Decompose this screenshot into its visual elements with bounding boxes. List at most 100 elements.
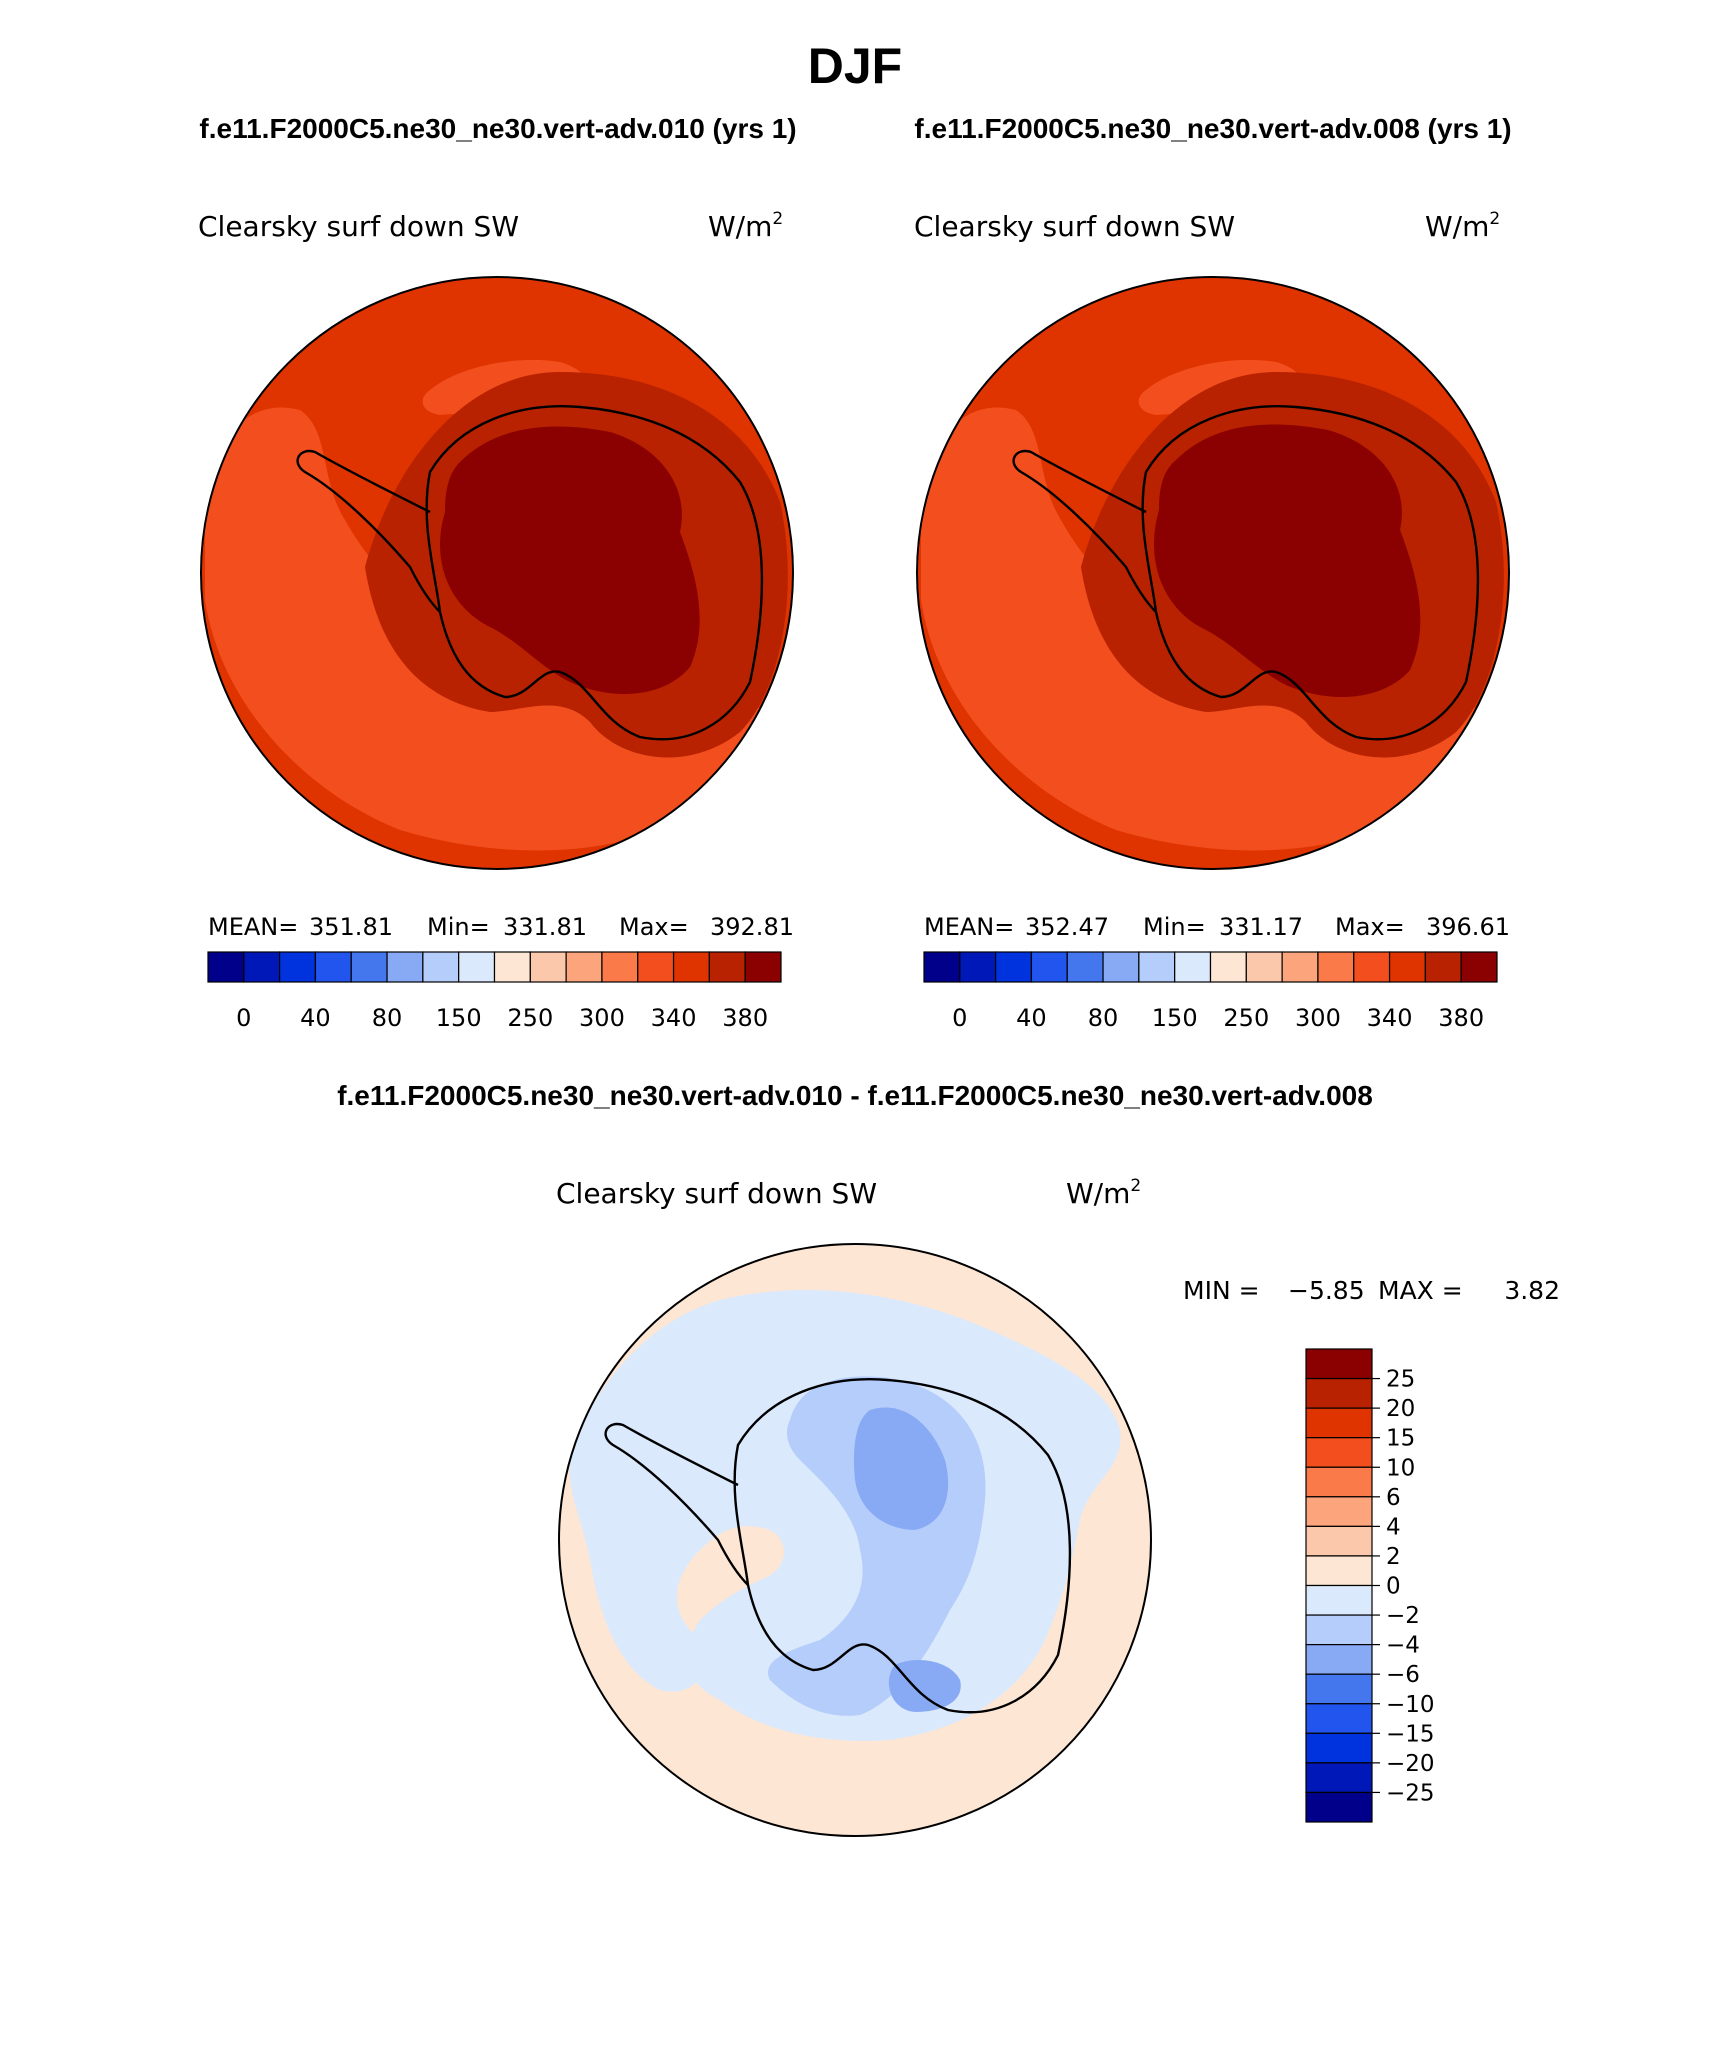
panel-b-colorbar-swatch	[1138, 951, 1176, 983]
panel-b-colorbar-tick-label: 0	[952, 1004, 967, 1032]
panel-b-max: 396.61	[1426, 913, 1510, 941]
figure-title: DJF	[808, 38, 902, 94]
panel-c-min: −5.85	[1288, 1276, 1365, 1305]
panel-a-colorbar-tick-label: 340	[651, 1004, 697, 1032]
panel-a-map	[201, 277, 793, 869]
panel-a-colorbar-swatch	[565, 951, 603, 983]
panel-b-colorbar-swatch	[1066, 951, 1104, 983]
panel-c-colorbar-tick-label: 25	[1386, 1367, 1415, 1393]
diff-title: f.e11.F2000C5.ne30_ne30.vert-adv.010 - f…	[337, 1080, 1373, 1111]
panel-c-colorbar-tick-label: −2	[1386, 1603, 1420, 1629]
panel-a-colorbar-swatch	[458, 951, 496, 983]
panel-c-colorbar-tick-label: 0	[1386, 1574, 1401, 1600]
panel-b-colorbar-swatch	[1317, 951, 1355, 983]
panel-b-colorbar-swatch	[923, 951, 961, 983]
panel-b-colorbar-swatch	[1174, 951, 1212, 983]
panel-c-colorbar-swatch	[1305, 1407, 1373, 1439]
panel-b-units: W/m2	[1425, 209, 1500, 243]
panel-a-min: 331.81	[503, 913, 587, 941]
panel-b-colorbar-tick-label: 40	[1016, 1004, 1047, 1032]
panel-a-colorbar-tick-label: 250	[507, 1004, 553, 1032]
panel-b-variable: Clearsky surf down SW	[914, 210, 1235, 243]
subtitle-left: f.e11.F2000C5.ne30_ne30.vert-adv.010 (yr…	[199, 113, 796, 144]
panel-c-colorbar-swatch	[1305, 1791, 1373, 1823]
panel-b-min-label: Min=	[1143, 913, 1206, 941]
panel-b-colorbar-tick-label: 380	[1438, 1004, 1484, 1032]
panel-b-colorbar-swatch	[995, 951, 1033, 983]
panel-a-colorbar-tick-label: 150	[436, 1004, 482, 1032]
panel-b-map-border	[916, 276, 1510, 870]
panel-c-colorbar-swatch	[1305, 1614, 1373, 1646]
panel-a-colorbar-swatch	[422, 951, 460, 983]
panel-c-colorbar-tick-label: −20	[1386, 1751, 1435, 1777]
panel-b-min: 331.17	[1219, 913, 1303, 941]
panel-c-colorbar-swatch	[1305, 1732, 1373, 1764]
panel-c-colorbar-tick-label: −4	[1386, 1633, 1420, 1659]
panel-c-colorbar-swatch	[1305, 1437, 1373, 1468]
panel-b-mean: 352.47	[1025, 913, 1109, 941]
panel-c-colorbar-tick-label: −6	[1386, 1662, 1420, 1688]
panel-a-units: W/m2	[708, 209, 783, 243]
panel-c-colorbar-tick-label: 2	[1386, 1544, 1401, 1570]
panel-b-colorbar-swatch	[959, 951, 997, 983]
panel-a-colorbar-swatch	[350, 951, 388, 983]
panel-c-colorbar-tick-label: 10	[1386, 1455, 1415, 1481]
panel-b-colorbar-swatch	[1281, 951, 1319, 983]
panel-c-colorbar-tick-label: −10	[1386, 1692, 1435, 1718]
panel-a-colorbar-tick-label: 300	[579, 1004, 625, 1032]
panel-a-colorbar-swatch	[672, 951, 710, 983]
panel-a-colorbar: 0 40 80 150 250 300 340 380	[207, 951, 782, 1032]
panel-c-colorbar-tick-label: −15	[1386, 1721, 1435, 1747]
panel-c-colorbar-swatch	[1305, 1348, 1373, 1380]
panel-a-colorbar-tick-label: 40	[300, 1004, 331, 1032]
panel-c-colorbar-swatch	[1305, 1673, 1373, 1705]
panel-c-colorbar-swatch	[1305, 1584, 1373, 1616]
panel-b-colorbar-tick-label: 80	[1088, 1004, 1119, 1032]
panel-c-colorbar-tick-label: 15	[1386, 1426, 1415, 1452]
panel-a-max-label: Max=	[619, 913, 689, 941]
panel-a-field-plateau	[440, 426, 700, 694]
panel-c-max-label: MAX =	[1378, 1276, 1463, 1305]
panel-a-colorbar-swatch	[601, 951, 639, 983]
panel-a-colorbar-tick-label: 0	[236, 1004, 251, 1032]
panel-a-map-border	[200, 276, 794, 870]
panel-c-colorbar-swatch	[1305, 1377, 1373, 1409]
panel-b-colorbar-swatch	[1209, 951, 1247, 983]
panel-c: Clearsky surf down SW W/m2 MIN = −5.85 M…	[556, 1176, 1560, 1837]
panel-a-colorbar-swatch	[243, 951, 281, 983]
panel-c-colorbar-swatch	[1305, 1466, 1373, 1498]
panel-b-colorbar-swatch	[1388, 951, 1426, 983]
panel-b-max-label: Max=	[1335, 913, 1405, 941]
panel-a-mean: 351.81	[309, 913, 393, 941]
panel-c-colorbar-tick-label: 6	[1386, 1485, 1401, 1511]
panel-a-colorbar-swatch	[279, 951, 317, 983]
panel-c-colorbar-tick-label: −25	[1386, 1780, 1435, 1806]
panel-a-units-exp: 2	[772, 209, 783, 229]
panel-c-map	[559, 1244, 1151, 1836]
panel-a-variable: Clearsky surf down SW	[198, 210, 519, 243]
panel-b: Clearsky surf down SW W/m2 MEAN= 352.47 …	[914, 209, 1510, 1032]
panel-b-colorbar-swatch	[1460, 951, 1498, 983]
subtitle-right: f.e11.F2000C5.ne30_ne30.vert-adv.008 (yr…	[914, 113, 1511, 144]
panel-b-colorbar-swatch	[1102, 951, 1140, 983]
panel-c-colorbar-tick-label: 20	[1386, 1396, 1415, 1422]
panel-b-colorbar: 0 40 80 150 250 300 340 380	[923, 951, 1498, 1032]
panel-a-colorbar-tick-label: 80	[372, 1004, 403, 1032]
panel-b-colorbar-tick-label: 150	[1152, 1004, 1198, 1032]
panel-a-colorbar-swatch	[529, 951, 567, 983]
panel-a-colorbar-swatch	[386, 951, 424, 983]
panel-a-mean-label: MEAN=	[208, 913, 298, 941]
panel-b-colorbar-swatch	[1030, 951, 1068, 983]
panel-a-colorbar-swatch	[708, 951, 746, 983]
panel-b-mean-label: MEAN=	[924, 913, 1014, 941]
panel-c-min-label: MIN =	[1183, 1276, 1260, 1305]
panel-c-units-exp: 2	[1130, 1176, 1141, 1196]
panel-a-colorbar-swatch	[493, 951, 531, 983]
panel-b-colorbar-tick-label: 300	[1295, 1004, 1341, 1032]
panel-b-map	[917, 277, 1509, 869]
panel-c-colorbar-swatch	[1305, 1644, 1373, 1675]
panel-c-colorbar-swatch	[1305, 1703, 1373, 1734]
panel-a-colorbar-swatch	[207, 951, 245, 983]
